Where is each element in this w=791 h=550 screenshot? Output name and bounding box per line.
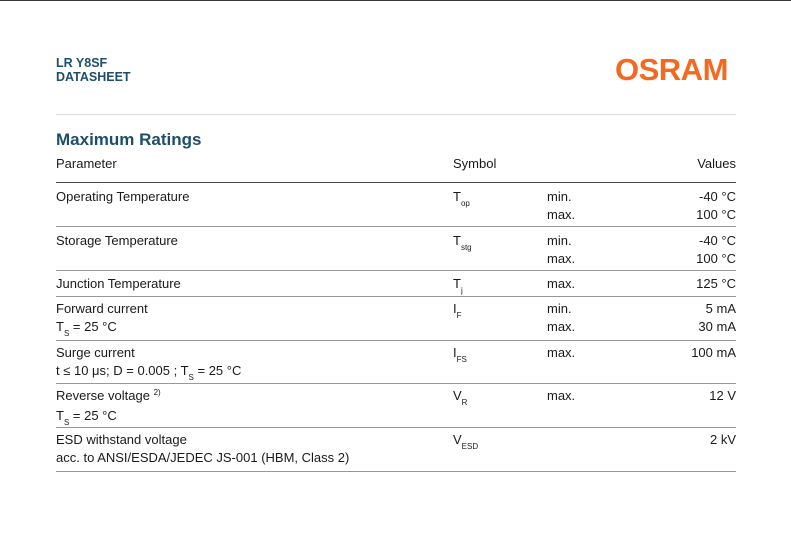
table-row: Operating Temperature Top min. max. -40 … bbox=[56, 183, 736, 227]
value-text: 5 mA bbox=[705, 301, 736, 316]
value-cell: -40 °C 100 °C bbox=[696, 232, 736, 268]
limit-cell: max. bbox=[547, 387, 575, 405]
header-divider bbox=[56, 114, 736, 115]
limit-label: min. bbox=[547, 233, 572, 248]
value-cell: -40 °C 100 °C bbox=[696, 188, 736, 224]
value-cell: 12 V bbox=[709, 387, 736, 405]
symbol-subscript: j bbox=[460, 286, 463, 295]
parameter-condition: acc. to ANSI/ESDA/JEDEC JS-001 (HBM, Cla… bbox=[56, 450, 350, 465]
value-text: 100 °C bbox=[696, 207, 736, 222]
symbol-letter: I bbox=[453, 301, 457, 316]
parameter-cell: Storage Temperature bbox=[56, 232, 178, 250]
parameter-name: Reverse voltage 2) bbox=[56, 388, 161, 403]
value-cell: 5 mA 30 mA bbox=[698, 300, 736, 336]
symbol-subscript: op bbox=[460, 199, 470, 208]
parameter-cell: Reverse voltage 2) TS = 25 °C bbox=[56, 387, 161, 427]
limit-cell: min. max. bbox=[547, 188, 575, 224]
product-name: LR Y8SF bbox=[56, 56, 108, 70]
value-text: 30 mA bbox=[698, 319, 736, 334]
table-row: Storage Temperature Tstg min. max. -40 °… bbox=[56, 227, 736, 271]
symbol-subscript: F bbox=[456, 311, 462, 320]
symbol-cell: Tstg bbox=[453, 232, 472, 252]
table-row: Reverse voltage 2) TS = 25 °C VR max. 12… bbox=[56, 384, 736, 428]
parameter-cell: Junction Temperature bbox=[56, 275, 181, 293]
footnote-marker: 2) bbox=[153, 388, 161, 397]
value-text: 12 V bbox=[709, 388, 736, 403]
symbol-cell: Tj bbox=[453, 275, 463, 295]
value-text: 125 °C bbox=[696, 276, 736, 291]
symbol-letter: T bbox=[453, 189, 461, 204]
parameter-cell: Forward current TS = 25 °C bbox=[56, 300, 148, 338]
table-row: Surge current t ≤ 10 μs; D = 0.005 ; TS … bbox=[56, 341, 736, 384]
top-border-line bbox=[0, 0, 791, 1]
document-type: DATASHEET bbox=[56, 70, 131, 84]
limit-cell: min. max. bbox=[547, 300, 575, 336]
parameter-cell: Surge current t ≤ 10 μs; D = 0.005 ; TS … bbox=[56, 344, 241, 382]
value-text: 100 mA bbox=[691, 345, 736, 360]
parameter-name: ESD withstand voltage bbox=[56, 432, 187, 447]
limit-label: min. bbox=[547, 189, 572, 204]
symbol-letter: I bbox=[453, 345, 457, 360]
limit-label: max. bbox=[547, 388, 576, 403]
parameter-name: Forward current bbox=[56, 301, 148, 316]
value-text: -40 °C bbox=[699, 233, 736, 248]
symbol-letter: T bbox=[453, 276, 461, 291]
symbol-cell: VR bbox=[453, 387, 467, 407]
symbol-subscript: ESD bbox=[461, 442, 479, 451]
symbol-cell: Top bbox=[453, 188, 470, 208]
symbol-subscript: R bbox=[461, 398, 468, 407]
value-cell: 100 mA bbox=[691, 344, 736, 362]
value-text: -40 °C bbox=[699, 189, 736, 204]
parameter-condition: TS = 25 °C bbox=[56, 408, 117, 427]
parameter-name: Surge current bbox=[56, 345, 135, 360]
table-row: ESD withstand voltage acc. to ANSI/ESDA/… bbox=[56, 428, 736, 472]
section-title: Maximum Ratings bbox=[56, 130, 202, 149]
osram-logo: OSRAM bbox=[615, 52, 728, 87]
table-row: Junction Temperature Tj max. 125 °C bbox=[56, 271, 736, 297]
limit-label: min. bbox=[547, 301, 572, 316]
value-text: 2 kV bbox=[709, 432, 736, 447]
symbol-letter: T bbox=[453, 233, 461, 248]
table-row: Forward current TS = 25 °C IF min. max. … bbox=[56, 297, 736, 341]
limit-label: max. bbox=[547, 251, 576, 266]
limit-cell: min. max. bbox=[547, 232, 575, 268]
column-header-parameter: Parameter bbox=[56, 156, 117, 171]
parameter-name: Storage Temperature bbox=[56, 233, 178, 248]
parameter-name: Junction Temperature bbox=[56, 276, 181, 291]
document-header: LR Y8SF DATASHEET bbox=[56, 56, 131, 84]
symbol-cell: VESD bbox=[453, 431, 478, 451]
symbol-subscript: FS bbox=[456, 355, 467, 364]
limit-label: max. bbox=[547, 207, 576, 222]
limit-label: max. bbox=[547, 345, 576, 360]
parameter-cell: Operating Temperature bbox=[56, 188, 189, 206]
parameter-cell: ESD withstand voltage acc. to ANSI/ESDA/… bbox=[56, 431, 349, 467]
limit-cell: max. bbox=[547, 275, 575, 293]
column-header-values: Values bbox=[697, 156, 736, 171]
symbol-cell: IF bbox=[453, 300, 462, 320]
value-cell: 125 °C bbox=[696, 275, 736, 293]
parameter-condition: TS = 25 °C bbox=[56, 319, 117, 338]
symbol-subscript: stg bbox=[460, 243, 472, 252]
limit-label: max. bbox=[547, 319, 576, 334]
column-header-symbol: Symbol bbox=[453, 156, 497, 171]
parameter-condition: t ≤ 10 μs; D = 0.005 ; TS = 25 °C bbox=[56, 363, 242, 382]
limit-label: max. bbox=[547, 276, 576, 291]
symbol-letter: V bbox=[453, 388, 462, 403]
symbol-letter: V bbox=[453, 432, 462, 447]
symbol-cell: IFS bbox=[453, 344, 467, 364]
limit-cell: max. bbox=[547, 344, 575, 362]
value-cell: 2 kV bbox=[710, 431, 736, 449]
value-text: 100 °C bbox=[696, 251, 736, 266]
parameter-name: Operating Temperature bbox=[56, 189, 190, 204]
table-header-divider bbox=[56, 182, 736, 183]
